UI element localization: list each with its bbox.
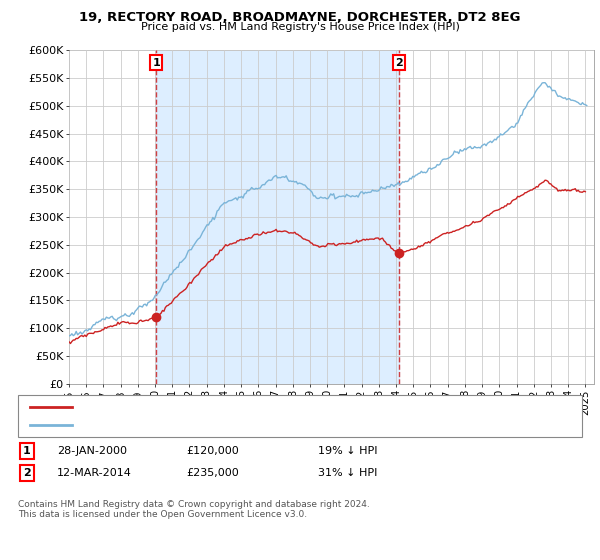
Text: Contains HM Land Registry data © Crown copyright and database right 2024.
This d: Contains HM Land Registry data © Crown c… [18, 500, 370, 519]
Text: 19, RECTORY ROAD, BROADMAYNE, DORCHESTER, DT2 8EG (detached house): 19, RECTORY ROAD, BROADMAYNE, DORCHESTER… [81, 402, 508, 412]
Text: 31% ↓ HPI: 31% ↓ HPI [318, 468, 377, 478]
Text: 2: 2 [395, 58, 403, 68]
Text: 1: 1 [152, 58, 160, 68]
Text: 1: 1 [23, 446, 31, 456]
Text: HPI: Average price, detached house, Dorset: HPI: Average price, detached house, Dors… [81, 420, 320, 430]
Text: 19, RECTORY ROAD, BROADMAYNE, DORCHESTER, DT2 8EG: 19, RECTORY ROAD, BROADMAYNE, DORCHESTER… [79, 11, 521, 24]
Text: £235,000: £235,000 [186, 468, 239, 478]
Text: 19% ↓ HPI: 19% ↓ HPI [318, 446, 377, 456]
Text: 28-JAN-2000: 28-JAN-2000 [57, 446, 127, 456]
Text: 2: 2 [23, 468, 31, 478]
Text: £120,000: £120,000 [186, 446, 239, 456]
Bar [156, 50, 400, 384]
Text: Price paid vs. HM Land Registry's House Price Index (HPI): Price paid vs. HM Land Registry's House … [140, 22, 460, 32]
Text: 12-MAR-2014: 12-MAR-2014 [57, 468, 132, 478]
